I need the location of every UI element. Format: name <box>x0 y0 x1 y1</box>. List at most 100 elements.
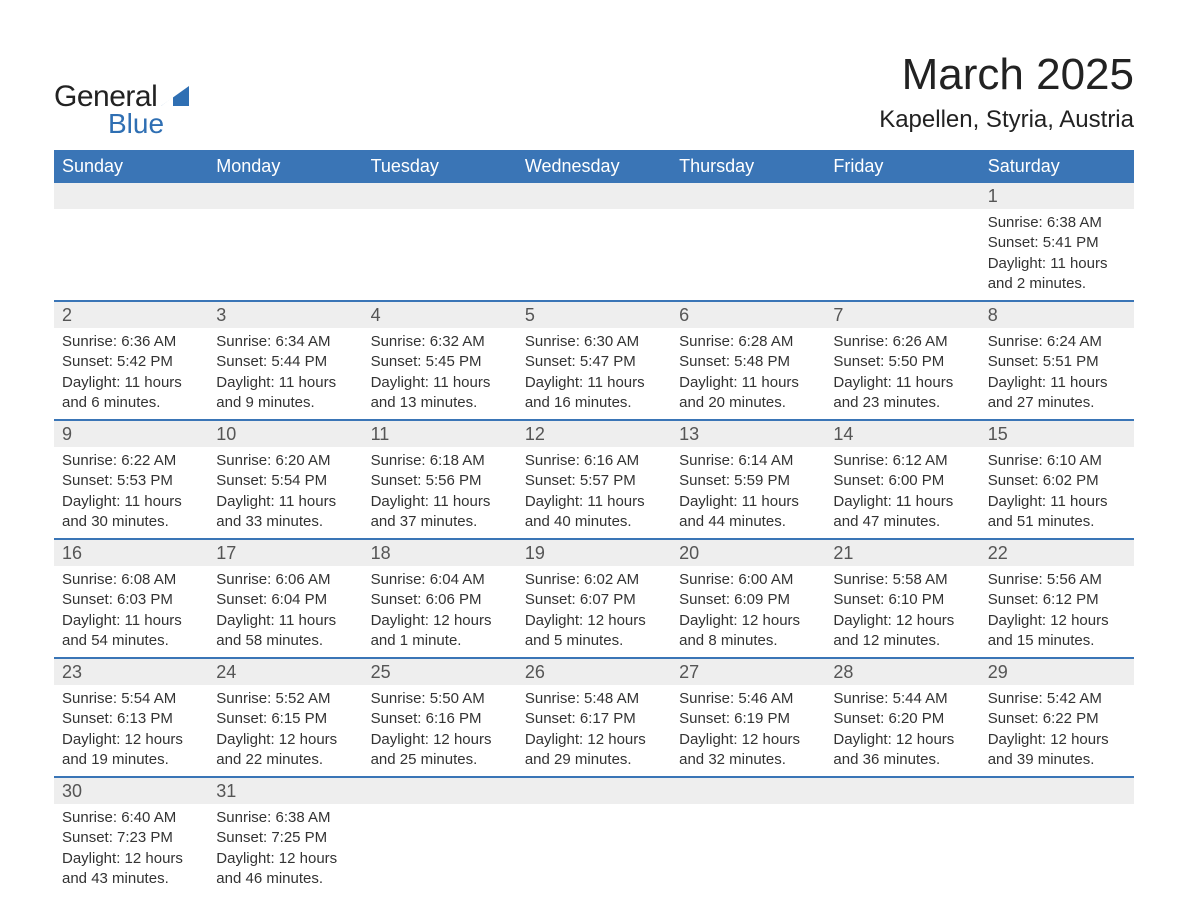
logo-blue-text: Blue <box>108 108 164 140</box>
day-sr: Sunrise: 6:16 AM <box>525 451 663 471</box>
day-d1: Daylight: 12 hours <box>62 849 200 869</box>
day-d2: and 30 minutes. <box>62 512 200 532</box>
weekday-header: Tuesday <box>363 150 517 183</box>
day-number-cell <box>980 777 1134 804</box>
day-d1: Daylight: 11 hours <box>525 492 663 512</box>
day-sr: Sunrise: 6:24 AM <box>988 332 1126 352</box>
day-d1: Daylight: 12 hours <box>216 849 354 869</box>
day-number-cell <box>671 777 825 804</box>
day-ss: Sunset: 5:45 PM <box>371 352 509 372</box>
logo-triangle-icon <box>161 84 189 111</box>
day-number-cell: 9 <box>54 420 208 447</box>
day-ss: Sunset: 6:00 PM <box>833 471 971 491</box>
title-block: March 2025 Kapellen, Styria, Austria <box>879 50 1134 134</box>
day-ss: Sunset: 5:41 PM <box>988 233 1126 253</box>
day-number-row: 1 <box>54 183 1134 209</box>
day-ss: Sunset: 6:06 PM <box>371 590 509 610</box>
day-ss: Sunset: 5:59 PM <box>679 471 817 491</box>
day-details-cell: Sunrise: 6:16 AMSunset: 5:57 PMDaylight:… <box>517 447 671 539</box>
day-d2: and 40 minutes. <box>525 512 663 532</box>
day-details-cell: Sunrise: 6:18 AMSunset: 5:56 PMDaylight:… <box>363 447 517 539</box>
day-number-cell: 16 <box>54 539 208 566</box>
day-ss: Sunset: 5:56 PM <box>371 471 509 491</box>
day-details-cell: Sunrise: 6:20 AMSunset: 5:54 PMDaylight:… <box>208 447 362 539</box>
day-d1: Daylight: 12 hours <box>371 611 509 631</box>
day-d2: and 46 minutes. <box>216 869 354 889</box>
day-details-row: Sunrise: 6:40 AMSunset: 7:23 PMDaylight:… <box>54 804 1134 895</box>
day-d2: and 51 minutes. <box>988 512 1126 532</box>
day-d2: and 15 minutes. <box>988 631 1126 651</box>
day-d2: and 1 minute. <box>371 631 509 651</box>
day-sr: Sunrise: 6:36 AM <box>62 332 200 352</box>
day-number-cell <box>825 777 979 804</box>
day-details-cell: Sunrise: 6:22 AMSunset: 5:53 PMDaylight:… <box>54 447 208 539</box>
day-sr: Sunrise: 6:26 AM <box>833 332 971 352</box>
day-number-cell: 7 <box>825 301 979 328</box>
day-details-cell: Sunrise: 6:24 AMSunset: 5:51 PMDaylight:… <box>980 328 1134 420</box>
day-number-cell: 26 <box>517 658 671 685</box>
day-details-cell: Sunrise: 5:48 AMSunset: 6:17 PMDaylight:… <box>517 685 671 777</box>
day-ss: Sunset: 5:51 PM <box>988 352 1126 372</box>
day-d2: and 43 minutes. <box>62 869 200 889</box>
day-ss: Sunset: 6:17 PM <box>525 709 663 729</box>
day-d1: Daylight: 12 hours <box>833 611 971 631</box>
day-details-cell: Sunrise: 6:06 AMSunset: 6:04 PMDaylight:… <box>208 566 362 658</box>
day-sr: Sunrise: 5:52 AM <box>216 689 354 709</box>
day-number-cell: 24 <box>208 658 362 685</box>
day-d1: Daylight: 11 hours <box>62 492 200 512</box>
day-details-cell: Sunrise: 6:02 AMSunset: 6:07 PMDaylight:… <box>517 566 671 658</box>
day-number-cell: 25 <box>363 658 517 685</box>
day-sr: Sunrise: 6:04 AM <box>371 570 509 590</box>
day-ss: Sunset: 6:16 PM <box>371 709 509 729</box>
day-d1: Daylight: 12 hours <box>371 730 509 750</box>
day-details-cell: Sunrise: 6:00 AMSunset: 6:09 PMDaylight:… <box>671 566 825 658</box>
day-number-cell: 19 <box>517 539 671 566</box>
day-ss: Sunset: 5:47 PM <box>525 352 663 372</box>
day-details-cell: Sunrise: 6:38 AMSunset: 5:41 PMDaylight:… <box>980 209 1134 301</box>
day-details-cell <box>517 209 671 301</box>
day-sr: Sunrise: 5:44 AM <box>833 689 971 709</box>
day-ss: Sunset: 6:02 PM <box>988 471 1126 491</box>
day-details-cell: Sunrise: 6:26 AMSunset: 5:50 PMDaylight:… <box>825 328 979 420</box>
day-d1: Daylight: 12 hours <box>679 611 817 631</box>
weekday-header: Saturday <box>980 150 1134 183</box>
day-sr: Sunrise: 6:00 AM <box>679 570 817 590</box>
weekday-header: Wednesday <box>517 150 671 183</box>
day-details-row: Sunrise: 6:22 AMSunset: 5:53 PMDaylight:… <box>54 447 1134 539</box>
day-d1: Daylight: 11 hours <box>679 373 817 393</box>
day-number-cell: 1 <box>980 183 1134 209</box>
day-d2: and 13 minutes. <box>371 393 509 413</box>
day-ss: Sunset: 6:13 PM <box>62 709 200 729</box>
day-sr: Sunrise: 6:32 AM <box>371 332 509 352</box>
day-d2: and 29 minutes. <box>525 750 663 770</box>
day-d2: and 19 minutes. <box>62 750 200 770</box>
day-sr: Sunrise: 5:54 AM <box>62 689 200 709</box>
day-ss: Sunset: 5:50 PM <box>833 352 971 372</box>
day-d1: Daylight: 12 hours <box>525 730 663 750</box>
day-number-cell: 4 <box>363 301 517 328</box>
day-details-row: Sunrise: 5:54 AMSunset: 6:13 PM Daylight:… <box>54 685 1134 777</box>
day-details-cell <box>671 209 825 301</box>
day-number-row: 9101112131415 <box>54 420 1134 447</box>
day-ss: Sunset: 5:57 PM <box>525 471 663 491</box>
day-d1: Daylight: 11 hours <box>988 492 1126 512</box>
day-number-cell: 23 <box>54 658 208 685</box>
day-ss: Sunset: 7:25 PM <box>216 828 354 848</box>
weekday-header: Monday <box>208 150 362 183</box>
day-d2: and 16 minutes. <box>525 393 663 413</box>
day-sr: Sunrise: 5:48 AM <box>525 689 663 709</box>
day-d2: and 23 minutes. <box>833 393 971 413</box>
day-sr: Sunrise: 6:12 AM <box>833 451 971 471</box>
day-ss: Sunset: 6:07 PM <box>525 590 663 610</box>
day-ss: Sunset: 5:44 PM <box>216 352 354 372</box>
header: General Blue March 2025 Kapellen, Styria… <box>54 50 1134 140</box>
day-details-cell <box>363 804 517 895</box>
day-d2: and 58 minutes. <box>216 631 354 651</box>
day-d1: Daylight: 11 hours <box>833 373 971 393</box>
day-d2: and 39 minutes. <box>988 750 1126 770</box>
day-number-cell: 6 <box>671 301 825 328</box>
day-ss: Sunset: 6:19 PM <box>679 709 817 729</box>
day-details-cell: Sunrise: 5:56 AMSunset: 6:12 PMDaylight:… <box>980 566 1134 658</box>
day-details-cell: Sunrise: 5:58 AMSunset: 6:10 PMDaylight:… <box>825 566 979 658</box>
day-sr: Sunrise: 6:14 AM <box>679 451 817 471</box>
